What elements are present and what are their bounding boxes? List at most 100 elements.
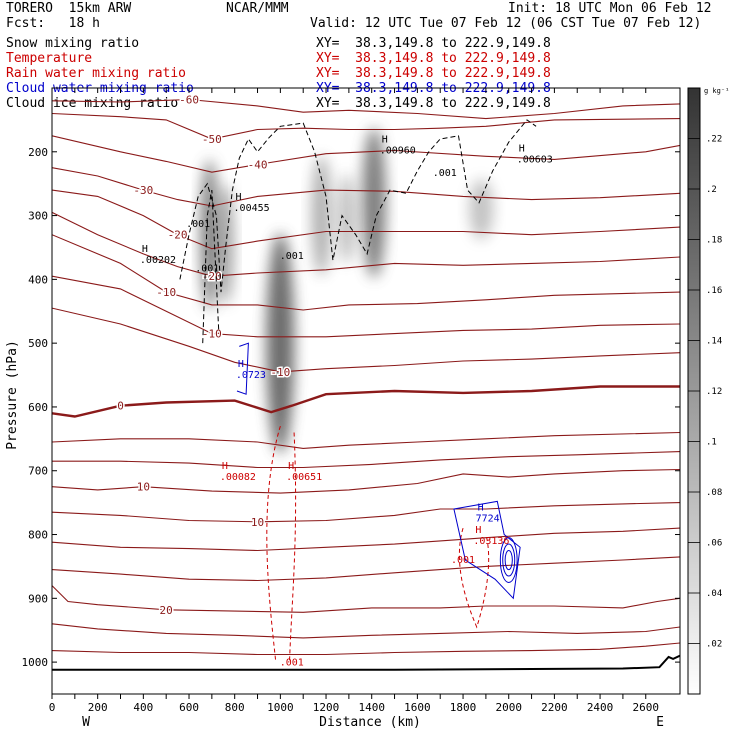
snow-shading [469, 179, 494, 240]
contour-value-label: .001 [451, 555, 475, 566]
colorbar-tick-label: .12 [706, 387, 722, 397]
maximum-marker: H [222, 461, 228, 472]
x-tick-label: 400 [133, 701, 153, 714]
valid-time: Valid: 12 UTC Tue 07 Feb 12 (06 CST Tue … [310, 16, 702, 31]
contour-value-label: .001 [186, 219, 210, 230]
maximum-value: .00455 [234, 203, 270, 214]
maximum-marker: H [382, 135, 388, 146]
cloudwater-contour [236, 342, 249, 395]
isotherm-line [52, 189, 680, 250]
colorbar-tick-label: .02 [706, 640, 722, 650]
cloudwater-contour [502, 543, 516, 577]
colorbar-tick-label: .16 [706, 286, 722, 296]
y-tick-label: 800 [28, 529, 48, 542]
y-tick-label: 300 [28, 210, 48, 223]
legend-cloudice-xy: XY= 38.3,149.8 to 222.9,149.8 [316, 96, 551, 111]
x-tick-label: 200 [88, 701, 108, 714]
west-label: W [82, 715, 90, 730]
isotherm-line [52, 585, 680, 613]
isotherm-label: 10 [251, 516, 264, 529]
legend-rain-xy: XY= 38.3,149.8 to 222.9,149.8 [316, 66, 551, 81]
isotherm-label: -20 [168, 229, 188, 242]
contour-value-label: .001 [433, 168, 457, 179]
snow-shading [311, 155, 332, 276]
forecast-hour: Fcst: 18 h [6, 16, 100, 31]
contour-value-label: .001 [280, 251, 304, 262]
maximum-value: .0723 [236, 370, 266, 381]
cloudwater-contour [453, 500, 521, 600]
rain-contour [459, 528, 490, 629]
cloud-ice-contour [202, 189, 220, 344]
x-tick-label: 1000 [267, 701, 294, 714]
maximum-value: 7724 [476, 514, 500, 525]
isotherm-label: -60 [179, 93, 199, 106]
isotherm-line [52, 211, 680, 277]
y-tick-label: 900 [28, 592, 48, 605]
x-tick-label: 1200 [313, 701, 340, 714]
colorbar-tick-label: .14 [706, 337, 722, 347]
x-tick-label: 2600 [632, 701, 659, 714]
colorbar-tick-label: .2 [706, 185, 717, 195]
rain-contour [266, 425, 297, 663]
isotherm-label: -10 [270, 366, 290, 379]
snow-shading [338, 173, 355, 264]
colorbar-tick-label: .22 [706, 135, 722, 145]
isotherm-label: -40 [248, 159, 268, 172]
x-tick-label: 1600 [404, 701, 431, 714]
x-tick-label: 2400 [587, 701, 614, 714]
legend-temperature-name: Temperature [6, 51, 93, 66]
colorbar-tick-label: .18 [706, 236, 722, 246]
isotherm-line [52, 556, 680, 582]
colorbar-tick-label: .1 [706, 438, 717, 448]
legend-rain-name: Rain water mixing ratio [6, 66, 187, 81]
isotherm-line [52, 112, 680, 140]
terrain-surface [52, 654, 680, 671]
maximum-marker: H [238, 359, 244, 370]
isotherm-line [52, 98, 680, 120]
east-label: E [656, 715, 664, 730]
isotherm-line [52, 527, 680, 552]
isotherm-label: 0 [117, 400, 124, 413]
maximum-marker: H [236, 192, 242, 203]
init-time: Init: 18 UTC Mon 06 Feb 12 [508, 1, 712, 16]
y-tick-label: 600 [28, 401, 48, 414]
maximum-value: .00651 [286, 472, 322, 483]
isotherm-label: -50 [202, 133, 222, 146]
cloudwater-contour [504, 549, 513, 571]
y-tick-label: 400 [28, 273, 48, 286]
x-tick-label: 800 [225, 701, 245, 714]
isotherm-line [52, 307, 680, 373]
snow-shading [266, 233, 295, 454]
maximum-value: .00960 [380, 146, 416, 157]
isotherm-line [52, 431, 680, 449]
organization-label: NCAR/MMM [226, 1, 289, 16]
colorbar: g kg⁻¹ .02 .04 .06 .08 .1 .12 .14 .16 .18 .2 .22 [687, 87, 729, 695]
legend-snow-name: Snow mixing ratio [6, 36, 140, 51]
x-tick-label: 600 [179, 701, 199, 714]
x-tick-label: 1800 [450, 701, 477, 714]
legend-cloudwater-name: Cloud water mixing ratio [6, 81, 194, 96]
maximum-marker: H [478, 503, 484, 514]
snow-shading [361, 127, 386, 278]
colorbar-unit: g kg⁻¹ [704, 87, 729, 95]
isotherm-line [52, 275, 680, 338]
isotherm-line [52, 642, 680, 656]
isotherm-label: 10 [137, 481, 150, 494]
legend-temperature-xy: XY= 38.3,149.8 to 222.9,149.8 [316, 51, 551, 66]
maximum-marker: H [288, 461, 294, 472]
isotherm-label: -20 [202, 270, 222, 283]
cloud-ice-contour [179, 119, 537, 293]
maximum-marker: H [519, 143, 525, 154]
y-tick-label: 200 [28, 146, 48, 159]
snow-shading [200, 159, 219, 310]
colorbar-tick-label: .08 [706, 488, 722, 498]
maximum-marker: H [142, 244, 148, 255]
maximum-value: .00202 [140, 255, 176, 266]
isotherm-label: -30 [133, 184, 153, 197]
x-tick-label: 1400 [358, 701, 385, 714]
isotherm-line [52, 167, 680, 207]
maximum-marker: H [475, 525, 481, 536]
x-tick-label: 2200 [541, 701, 568, 714]
isotherm-label: 20 [160, 604, 173, 617]
